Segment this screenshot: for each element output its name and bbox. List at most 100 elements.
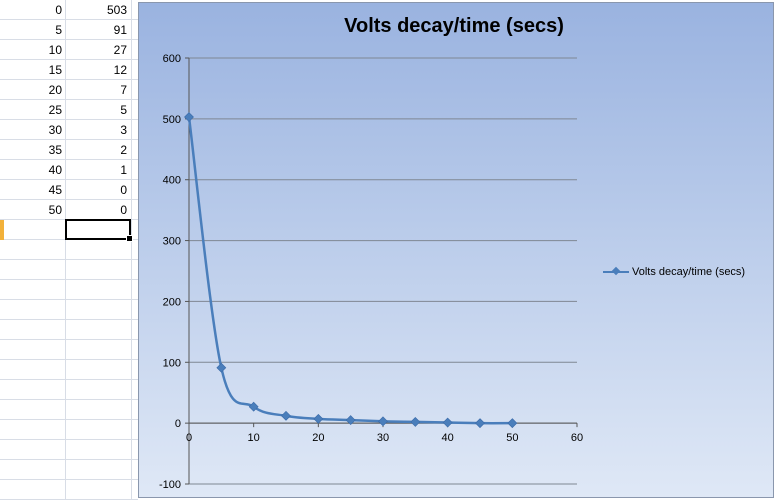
cell-volts[interactable] bbox=[66, 280, 132, 299]
sheet-row: 0 503 bbox=[0, 0, 138, 20]
sheet-row bbox=[0, 240, 138, 260]
sheet-row bbox=[0, 420, 138, 440]
cell-time[interactable] bbox=[0, 240, 66, 259]
cell-time[interactable] bbox=[0, 360, 66, 379]
cell-time[interactable] bbox=[0, 420, 66, 439]
sheet-row: 35 2 bbox=[0, 140, 138, 160]
cell-time[interactable]: 45 bbox=[0, 180, 66, 199]
cell-time[interactable] bbox=[0, 440, 66, 459]
active-cell-selection[interactable] bbox=[65, 219, 133, 242]
sheet-row bbox=[0, 380, 138, 400]
series-line bbox=[187, 116, 513, 425]
cell-volts[interactable]: 0 bbox=[66, 200, 132, 219]
cell-volts[interactable] bbox=[66, 320, 132, 339]
cell-volts[interactable]: 503 bbox=[66, 0, 132, 19]
data-point-marker bbox=[442, 417, 453, 428]
cell-time[interactable] bbox=[0, 260, 66, 279]
legend: Volts decay/time (secs) bbox=[603, 262, 745, 282]
data-point-marker bbox=[410, 417, 421, 427]
sheet-row: 10 27 bbox=[0, 40, 138, 60]
cell-time[interactable]: 25 bbox=[0, 100, 66, 119]
cell-volts[interactable] bbox=[66, 360, 132, 379]
cell-time[interactable]: 40 bbox=[0, 160, 66, 179]
cell-volts[interactable]: 0 bbox=[66, 180, 132, 199]
y-tick-label: 300 bbox=[163, 236, 181, 248]
cell-volts[interactable]: 5 bbox=[66, 100, 132, 119]
cell-volts[interactable]: 12 bbox=[66, 60, 132, 79]
sheet-row: 5 91 bbox=[0, 20, 138, 40]
cell-time[interactable] bbox=[0, 380, 66, 399]
cell-time[interactable] bbox=[0, 220, 66, 239]
cell-time[interactable]: 30 bbox=[0, 120, 66, 139]
cell-volts[interactable]: 1 bbox=[66, 160, 132, 179]
x-tick-label: 60 bbox=[571, 432, 583, 444]
cell-time[interactable] bbox=[0, 460, 66, 479]
x-tick-label: 10 bbox=[248, 432, 260, 444]
cell-volts[interactable]: 27 bbox=[66, 40, 132, 59]
chart-plot: -100 0 100 200 300 400 500 600 0 10 20 30 40 50 60 bbox=[159, 53, 583, 491]
active-row-marker bbox=[0, 220, 4, 240]
data-point-marker bbox=[216, 362, 227, 373]
cell-time[interactable]: 15 bbox=[0, 60, 66, 79]
cell-time[interactable] bbox=[0, 320, 66, 339]
cell-volts[interactable] bbox=[66, 240, 132, 259]
sheet-row bbox=[0, 260, 138, 280]
chart-title: Volts decay/time (secs) bbox=[344, 15, 564, 37]
data-point-marker bbox=[378, 416, 388, 427]
sheet-row: 20 7 bbox=[0, 80, 138, 100]
cell-time[interactable]: 10 bbox=[0, 40, 66, 59]
x-tick-label: 0 bbox=[186, 432, 192, 444]
cell-time[interactable]: 20 bbox=[0, 80, 66, 99]
cell-volts[interactable] bbox=[66, 400, 132, 419]
sheet-row bbox=[0, 360, 138, 380]
sheet-row bbox=[0, 300, 138, 320]
chart-area[interactable]: Volts decay/time (secs) -100 0 100 200 300 40… bbox=[138, 2, 774, 498]
y-tick-label: 600 bbox=[163, 53, 181, 65]
cell-volts[interactable]: 7 bbox=[66, 80, 132, 99]
sheet-row bbox=[0, 480, 138, 500]
cell-volts[interactable]: 3 bbox=[66, 120, 132, 139]
cell-volts[interactable] bbox=[66, 220, 132, 239]
cell-time[interactable] bbox=[0, 400, 66, 419]
cell-volts[interactable] bbox=[66, 420, 132, 439]
x-tick-label: 50 bbox=[506, 432, 518, 444]
cell-time[interactable] bbox=[0, 480, 66, 499]
cell-time[interactable]: 5 bbox=[0, 20, 66, 39]
sheet-row: 45 0 bbox=[0, 180, 138, 200]
cell-time[interactable]: 0 bbox=[0, 0, 66, 19]
cell-time[interactable] bbox=[0, 300, 66, 319]
cell-volts[interactable] bbox=[66, 260, 132, 279]
cell-volts[interactable]: 91 bbox=[66, 20, 132, 39]
data-point-marker bbox=[507, 418, 518, 429]
data-point-marker bbox=[345, 415, 356, 426]
legend-diamond-marker bbox=[611, 266, 621, 276]
cell-volts[interactable] bbox=[66, 340, 132, 359]
spreadsheet-grid: 0 503 5 91 10 27 15 12 20 7 25 5 30 3 35 2 40 1 45 0 50 0 bbox=[0, 0, 138, 500]
cell-time[interactable] bbox=[0, 340, 66, 359]
sheet-row bbox=[0, 400, 138, 420]
data-point-marker bbox=[184, 112, 194, 122]
cell-time[interactable] bbox=[0, 280, 66, 299]
data-point-marker bbox=[248, 401, 259, 412]
sheet-row bbox=[0, 460, 138, 480]
cell-time[interactable]: 35 bbox=[0, 140, 66, 159]
x-tick-label: 30 bbox=[377, 432, 389, 444]
x-tick-label: 40 bbox=[442, 432, 454, 444]
y-tick-label: 0 bbox=[175, 418, 181, 430]
cell-volts[interactable] bbox=[66, 300, 132, 319]
sheet-row: 40 1 bbox=[0, 160, 138, 180]
sheet-row: 25 5 bbox=[0, 100, 138, 120]
cell-volts[interactable] bbox=[66, 460, 132, 479]
y-tick-label: -100 bbox=[159, 479, 181, 491]
y-tick-label: 400 bbox=[163, 175, 181, 187]
cell-time[interactable]: 50 bbox=[0, 200, 66, 219]
cell-volts[interactable]: 2 bbox=[66, 140, 132, 159]
legend-label: Volts decay/time (secs) bbox=[632, 266, 746, 278]
sheet-row bbox=[0, 280, 138, 300]
cell-volts[interactable] bbox=[66, 380, 132, 399]
cell-volts[interactable] bbox=[66, 440, 132, 459]
sheet-row: 15 12 bbox=[0, 60, 138, 80]
data-point-marker bbox=[281, 410, 291, 421]
cell-volts[interactable] bbox=[66, 480, 132, 499]
sheet-row: 30 3 bbox=[0, 120, 138, 140]
